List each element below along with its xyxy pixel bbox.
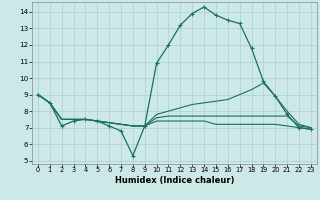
X-axis label: Humidex (Indice chaleur): Humidex (Indice chaleur) (115, 176, 234, 185)
